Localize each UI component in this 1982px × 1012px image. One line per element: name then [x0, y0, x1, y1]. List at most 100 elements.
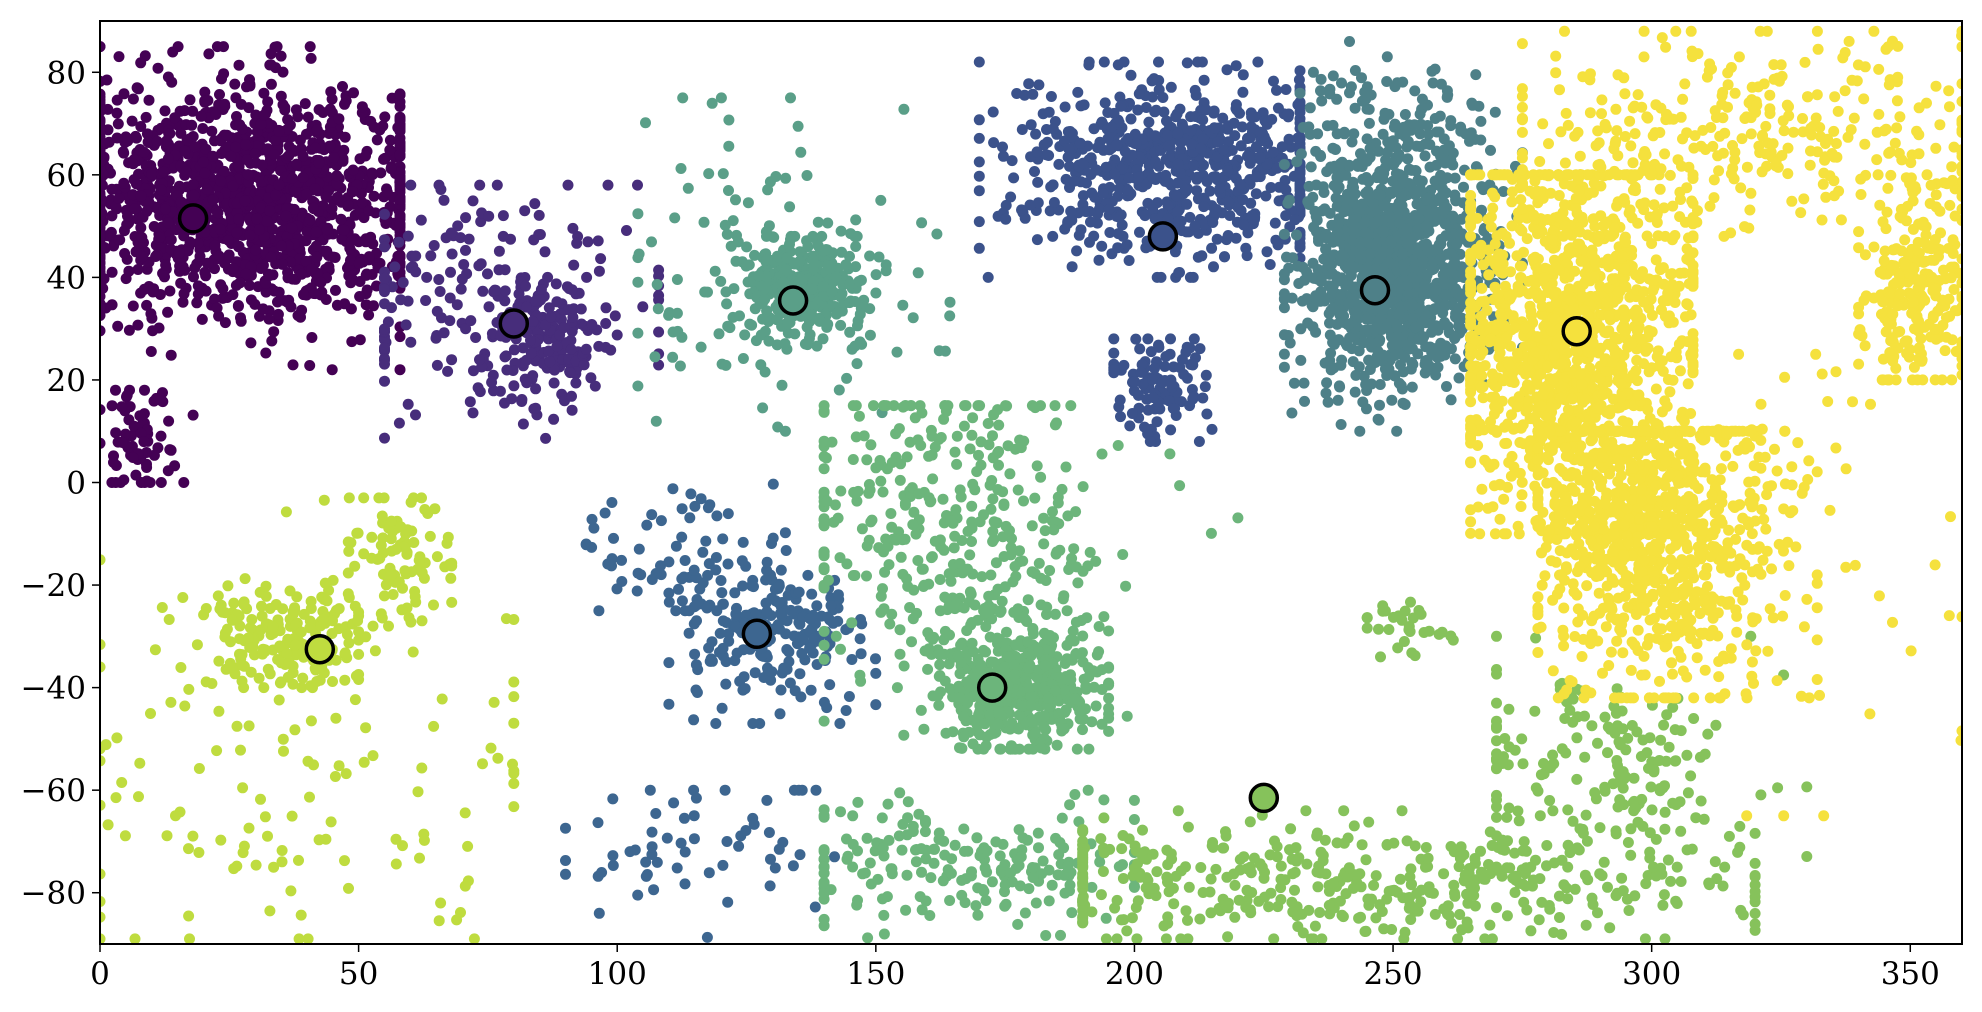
- data-point: [1096, 240, 1108, 252]
- data-point: [775, 564, 787, 576]
- data-point: [757, 313, 769, 325]
- data-point: [1416, 175, 1428, 187]
- data-point: [106, 400, 118, 412]
- data-point: [1201, 408, 1213, 420]
- data-point: [527, 315, 539, 327]
- data-point: [177, 296, 189, 308]
- data-point: [706, 636, 718, 648]
- data-point: [368, 300, 379, 312]
- data-point: [311, 124, 323, 136]
- data-point: [1173, 216, 1185, 228]
- data-point: [640, 117, 651, 129]
- data-point: [700, 535, 712, 547]
- data-point: [486, 376, 498, 388]
- data-point: [253, 224, 265, 236]
- data-point: [1024, 199, 1036, 211]
- data-point: [1188, 391, 1200, 403]
- data-point: [530, 402, 542, 414]
- data-point: [1294, 168, 1306, 179]
- data-point: [1485, 144, 1496, 156]
- data-point: [1331, 171, 1343, 183]
- data-point: [629, 844, 641, 856]
- data-point: [146, 168, 158, 180]
- data-point: [675, 837, 687, 849]
- data-point: [394, 193, 406, 205]
- data-point: [1419, 150, 1431, 162]
- data-point: [753, 270, 765, 282]
- data-point: [551, 296, 563, 308]
- data-point: [394, 251, 406, 263]
- data-point: [1144, 436, 1156, 447]
- data-point: [1295, 148, 1307, 160]
- data-point: [1184, 400, 1196, 412]
- data-point: [691, 615, 702, 627]
- data-point: [1237, 86, 1249, 98]
- data-point: [897, 299, 909, 311]
- data-point: [785, 92, 796, 104]
- data-point: [802, 339, 813, 351]
- data-point: [1327, 70, 1339, 82]
- data-point: [1312, 128, 1324, 140]
- data-point: [1172, 158, 1184, 170]
- data-point: [836, 246, 848, 258]
- data-point: [1266, 113, 1278, 125]
- data-point: [1416, 334, 1428, 346]
- data-point: [160, 259, 172, 271]
- data-point: [1289, 214, 1301, 226]
- data-point: [384, 134, 396, 146]
- data-point: [530, 295, 541, 307]
- data-point: [780, 545, 792, 556]
- data-point: [1268, 75, 1279, 87]
- data-point: [1265, 182, 1277, 193]
- data-point: [1142, 333, 1154, 345]
- data-point: [593, 265, 605, 277]
- data-point: [891, 346, 903, 358]
- data-point: [1449, 353, 1461, 365]
- data-point: [1349, 188, 1361, 200]
- data-point: [1106, 121, 1117, 133]
- data-point: [667, 483, 679, 495]
- data-point: [1198, 201, 1210, 213]
- data-point: [740, 609, 752, 621]
- data-point: [346, 336, 358, 348]
- data-point: [646, 841, 658, 853]
- data-point: [870, 667, 882, 679]
- data-point: [162, 217, 174, 229]
- data-point: [304, 360, 316, 371]
- data-point: [723, 140, 735, 152]
- data-point: [394, 122, 406, 134]
- data-point: [431, 305, 443, 317]
- data-point: [525, 347, 537, 359]
- data-point: [697, 546, 709, 558]
- data-point: [850, 241, 862, 252]
- data-point: [1121, 239, 1133, 251]
- data-point: [1391, 182, 1403, 194]
- data-point: [189, 141, 201, 153]
- data-point: [1332, 217, 1344, 229]
- data-point: [1405, 363, 1417, 375]
- data-point: [646, 826, 658, 838]
- data-point: [347, 164, 359, 176]
- data-point: [235, 315, 247, 327]
- data-point: [1108, 347, 1120, 359]
- data-point: [1093, 254, 1105, 266]
- data-point: [130, 469, 142, 481]
- data-point: [276, 258, 288, 270]
- data-point: [233, 213, 244, 225]
- data-point: [771, 314, 783, 326]
- data-point: [379, 334, 390, 346]
- data-point: [262, 96, 274, 108]
- data-point: [586, 319, 598, 330]
- data-point: [223, 249, 235, 261]
- data-point: [286, 222, 298, 234]
- data-point: [1185, 125, 1197, 137]
- data-point: [1053, 158, 1065, 170]
- data-point: [843, 691, 855, 702]
- data-point: [1310, 326, 1322, 338]
- data-point: [1489, 106, 1501, 118]
- data-point: [287, 359, 299, 371]
- data-point: [233, 160, 245, 172]
- data-point: [640, 856, 652, 868]
- data-point: [520, 280, 531, 292]
- cluster-0-points: [100, 41, 406, 488]
